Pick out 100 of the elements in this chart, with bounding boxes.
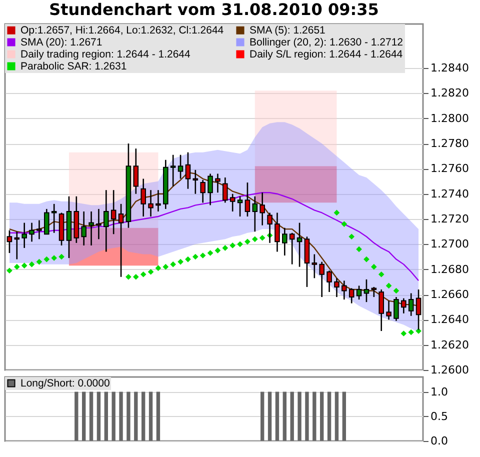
candlestick <box>133 148 139 195</box>
point <box>6 268 12 274</box>
candlestick <box>104 189 109 252</box>
y-tick-label: 1.2640 <box>430 313 469 326</box>
candlestick <box>244 182 250 218</box>
chart-title: Stundenchart vom 31.08.2010 09:35 <box>49 0 379 19</box>
y-tick-label: 0.0 <box>430 434 448 448</box>
point <box>21 262 28 268</box>
candlestick <box>22 222 27 249</box>
candlestick <box>342 280 347 300</box>
point <box>214 248 221 254</box>
candlestick <box>222 176 228 204</box>
point <box>400 330 407 336</box>
candlestick <box>156 189 161 212</box>
legend-label: SMA (5): 1.2651 <box>250 24 326 36</box>
y-tick-label: 1.2620 <box>430 338 469 352</box>
y-tick-label: 1.2760 <box>430 162 469 176</box>
candlestick <box>14 230 20 260</box>
candlestick <box>319 261 324 298</box>
legend-label: Bollinger (20, 2): 1.2630 - 1.2712 <box>250 36 404 48</box>
candlestick <box>178 154 184 180</box>
legend-label: Parabolic SAR: 1.2631 <box>20 60 127 72</box>
candlestick <box>29 222 34 242</box>
point <box>58 254 64 260</box>
y-tick-label: 1.2680 <box>430 262 469 276</box>
candlestick <box>282 227 288 256</box>
candlestick <box>230 193 236 212</box>
point <box>170 261 176 268</box>
point <box>28 261 35 268</box>
point <box>334 210 340 216</box>
candlestick <box>296 222 302 268</box>
candlestick <box>81 210 86 246</box>
candlestick <box>237 196 243 218</box>
y-tick-label: 1.2840 <box>430 62 469 75</box>
point <box>393 288 400 294</box>
candlestick <box>51 203 57 234</box>
candlestick <box>274 212 280 252</box>
legend-label: Long/Short: 0.0000 <box>20 377 110 390</box>
point <box>51 255 58 261</box>
candlestick <box>252 196 258 232</box>
candlestick <box>36 220 42 240</box>
candlestick <box>312 254 318 279</box>
candlestick <box>170 154 176 187</box>
point <box>252 236 258 242</box>
legend-label: Daily S/L region: 1.2644 - 1.2644 <box>250 48 403 60</box>
candlestick <box>192 169 198 195</box>
y-tick-label: 1.2600 <box>430 364 469 376</box>
candlestick <box>394 296 399 322</box>
point <box>36 258 42 265</box>
y-tick-label: 1.2700 <box>430 238 469 251</box>
point <box>237 241 243 248</box>
candlestick <box>148 189 154 218</box>
candlestick <box>215 173 220 194</box>
candlestick <box>96 208 102 240</box>
point <box>370 264 377 270</box>
candlestick <box>364 278 370 303</box>
point <box>348 234 355 240</box>
point <box>178 258 184 265</box>
point <box>140 271 146 278</box>
point <box>192 254 198 260</box>
point <box>378 271 384 278</box>
candlestick <box>326 270 332 293</box>
point <box>386 282 392 289</box>
candlestick <box>304 236 310 288</box>
point <box>207 250 214 256</box>
point <box>162 264 169 270</box>
candlestick <box>348 288 354 304</box>
y-tick-label: 1.2820 <box>430 86 469 100</box>
candlestick <box>334 278 340 298</box>
point <box>126 274 132 280</box>
y-tick-label: 0.5 <box>430 410 448 423</box>
candlestick <box>140 178 146 218</box>
y-tick-label: 1.2720 <box>430 212 469 226</box>
point <box>230 242 236 248</box>
candlestick <box>185 152 191 190</box>
candlestick <box>371 286 377 298</box>
point <box>244 238 250 245</box>
point <box>364 256 370 262</box>
point <box>14 264 20 270</box>
candlestick <box>44 208 50 235</box>
candlestick <box>356 285 362 300</box>
candlestick <box>408 292 414 317</box>
point <box>356 246 362 252</box>
point <box>259 234 266 241</box>
legend-label: Daily trading region: 1.2644 - 1.2644 <box>20 48 191 60</box>
point <box>200 252 206 258</box>
y-tick-label: 1.2740 <box>430 187 469 200</box>
candlestick <box>289 232 295 265</box>
point <box>155 265 162 271</box>
legend-label: Op:1.2657, Hi:1.2664, Lo:1.2632, Cl:1.2644 <box>20 24 224 36</box>
candlestick <box>200 179 206 204</box>
point <box>44 256 50 262</box>
point <box>408 329 414 336</box>
y-tick-label: 1.2660 <box>430 288 469 302</box>
point <box>222 245 228 251</box>
candlestick <box>118 203 124 278</box>
point <box>132 274 139 280</box>
candlestick <box>6 230 12 254</box>
candlestick <box>88 210 94 246</box>
candlestick <box>110 189 116 235</box>
